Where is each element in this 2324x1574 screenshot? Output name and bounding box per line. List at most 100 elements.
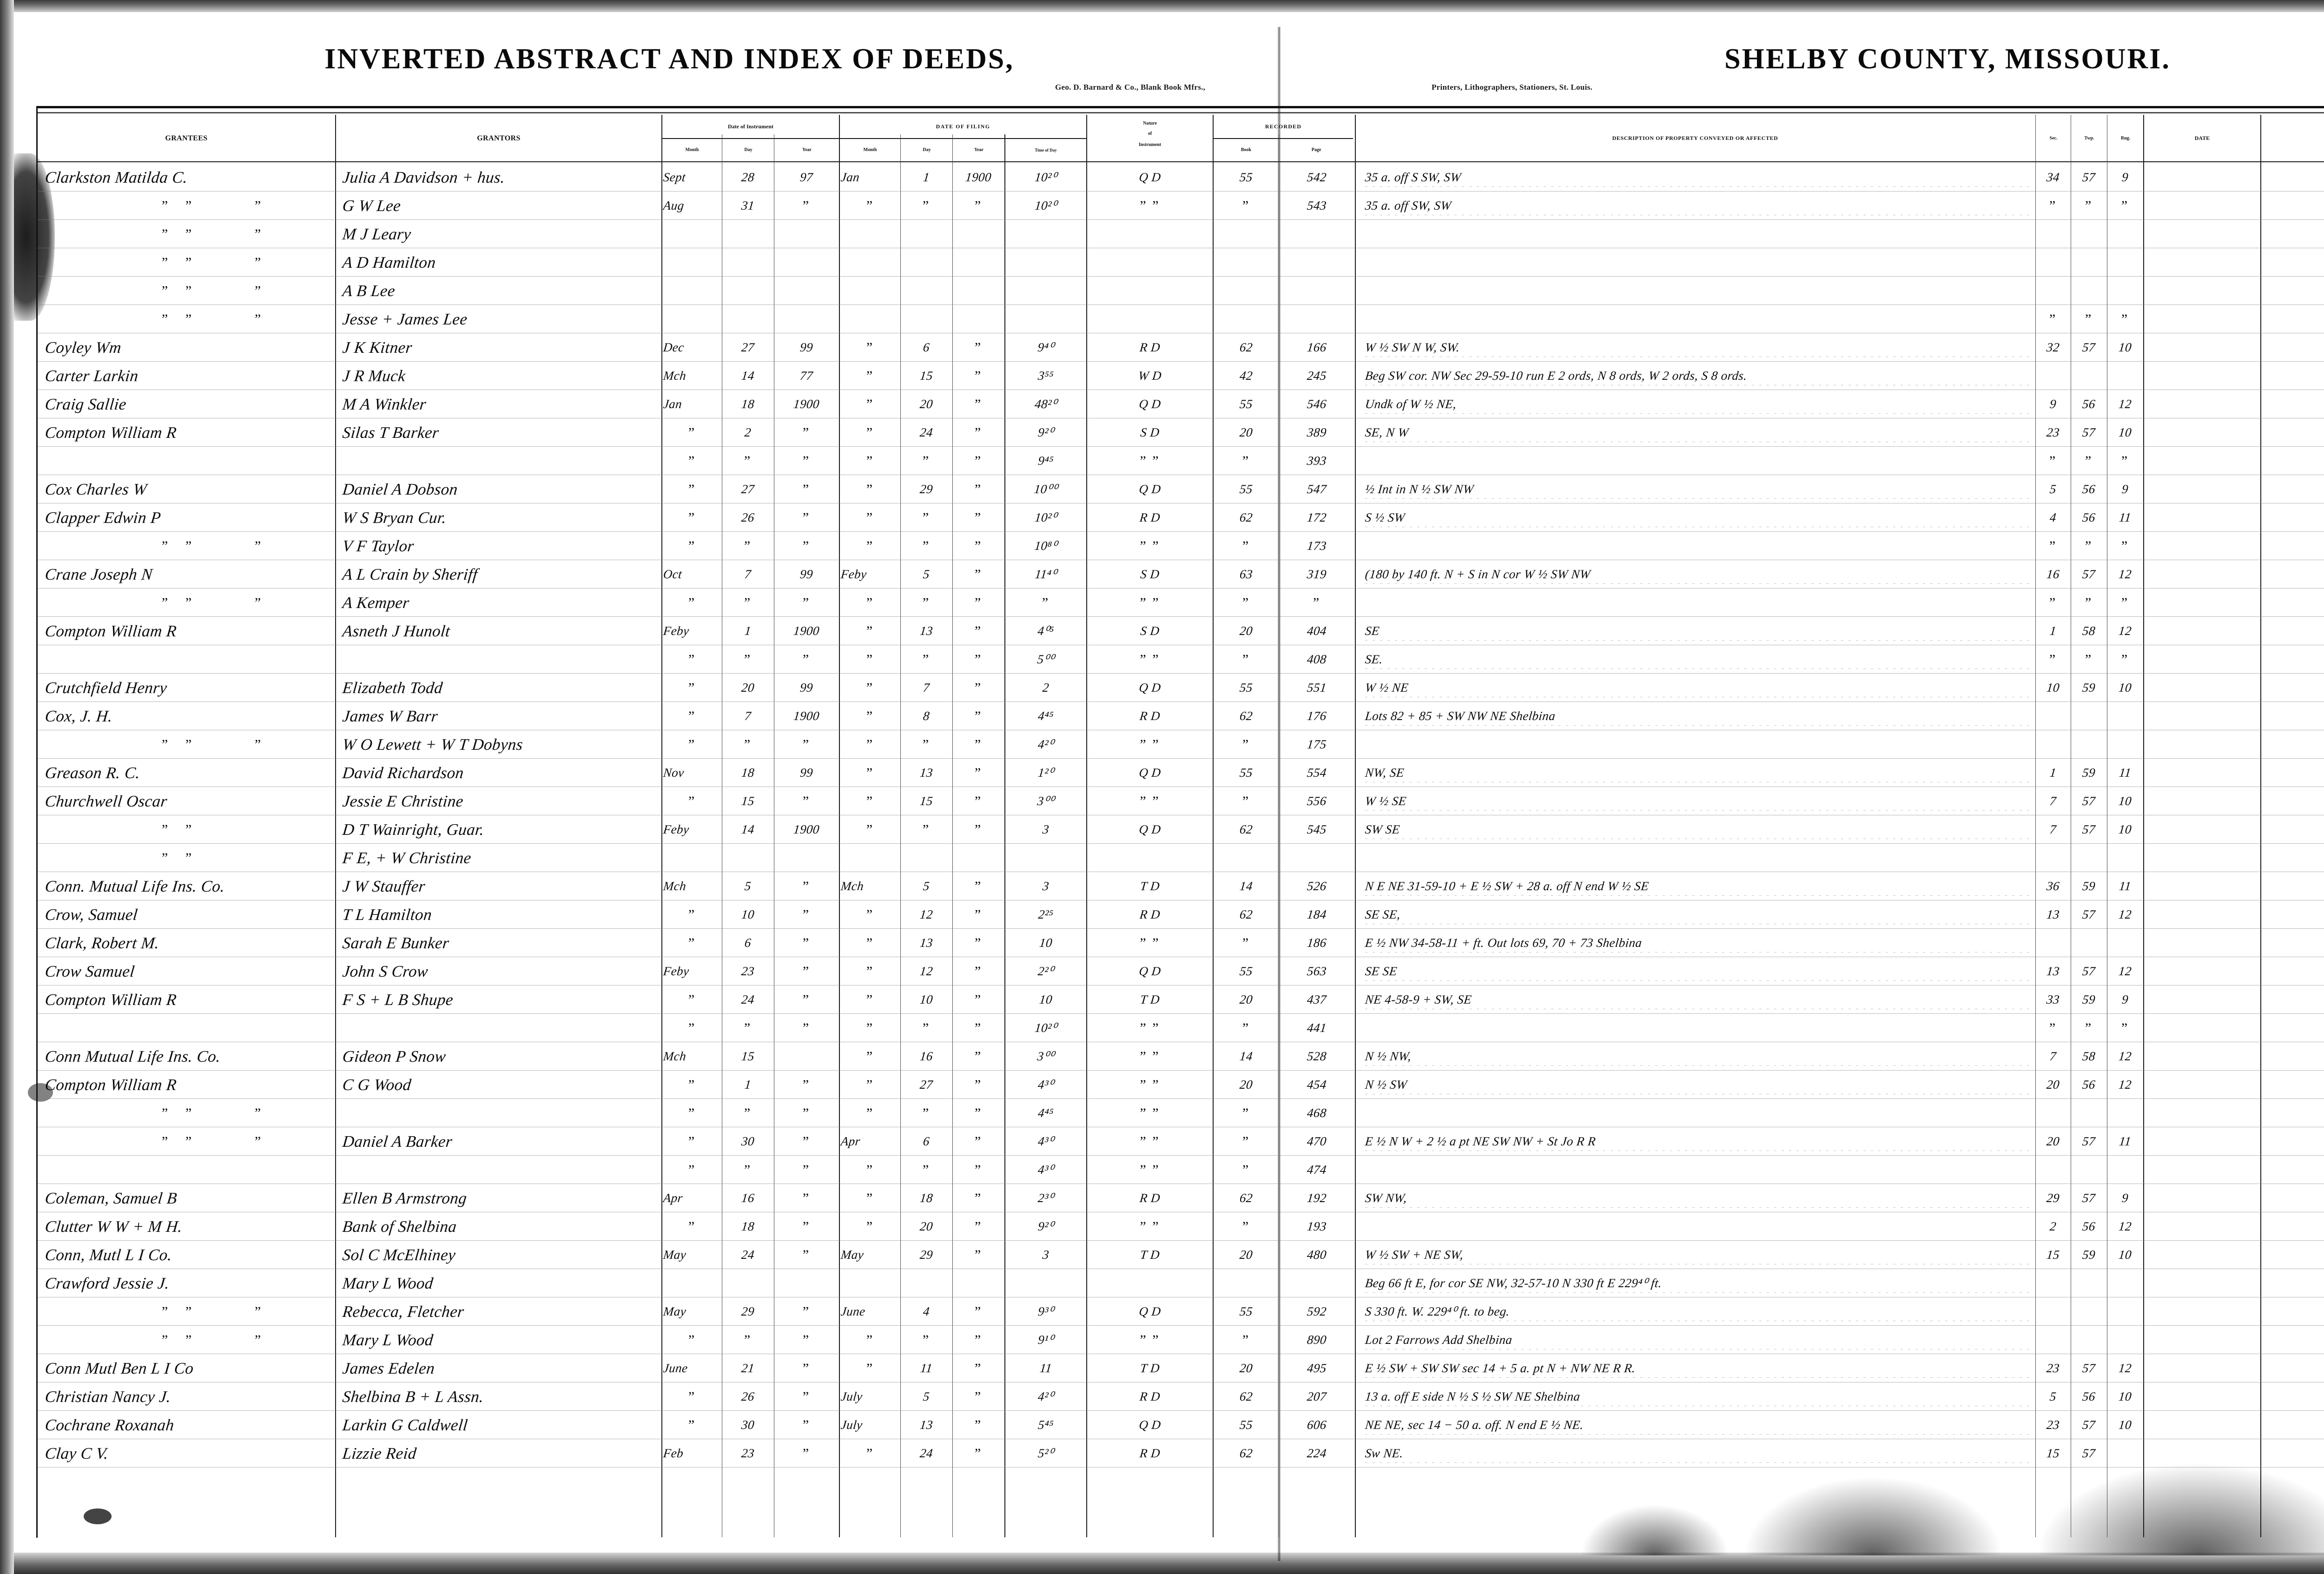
- table-row[interactable]: Christian Nancy J. Shelbina B + L Assn. ” 2…: [38, 1382, 2324, 1411]
- cell-grantee: Compton William R: [44, 1075, 178, 1094]
- table-row[interactable]: ” ” ” ” ” ” 9⁴⁵ ” ” ” 393 ” ” ”: [38, 447, 2324, 475]
- cell-twp: ”: [2085, 198, 2093, 213]
- table-row[interactable]: Cochrane Roxanah Larkin G Caldwell ” 30 ” Jul…: [38, 1411, 2324, 1439]
- table-row[interactable]: ” ” ” ” ” ” ” 4⁴⁵ ” ” ” 468 ” ”: [38, 1099, 2324, 1127]
- table-row[interactable]: Craig Sallie M A Winkler Jan 18 1900 ” 20 ” 48²⁰…: [38, 390, 2324, 418]
- cell-book: ”: [1242, 1332, 1250, 1348]
- table-row[interactable]: Compton William R Asneth J Hunolt Feby 1 190…: [38, 617, 2324, 645]
- cell-rng: 12: [2118, 1049, 2133, 1063]
- cell-y: ”: [802, 1105, 811, 1121]
- cell-grantee-ditto: ”: [161, 254, 170, 270]
- column-header-to-whom-sent: TO WHOM SENT: [2261, 115, 2324, 162]
- table-row[interactable]: ” F E, + W Christine ”: [38, 844, 2324, 872]
- table-row[interactable]: ” Daniel A Barker ” 30 ” Apr 6 ” 4³⁰ ” ” ” 470 E ½ N…: [38, 1127, 2324, 1156]
- table-row[interactable]: Crutchfield Henry Elizabeth Todd ” 20 99 ” 7 ” 2…: [38, 674, 2324, 702]
- cell-nat: W D: [1137, 369, 1162, 383]
- table-row[interactable]: Crow Samuel John S Crow Feby 23 ” ” 12 ” 2²⁰ Q D 5…: [38, 957, 2324, 985]
- cell-y: ”: [802, 1162, 811, 1177]
- table-row[interactable]: Clutter W W + M H. Bank of Shelbina ” 18 ” ” 2…: [38, 1212, 2324, 1241]
- table-row[interactable]: Clapper Edwin P W S Bryan Cur. ” 26 ” ” ” ” 10²⁰…: [38, 503, 2324, 532]
- table-row[interactable]: Crow, Samuel T L Hamilton ” 10 ” ” 12 ” 2²⁵ R D 62…: [38, 900, 2324, 929]
- table-row[interactable]: ” ” ” ” ” ” 4³⁰ ” ” ” 474: [38, 1156, 2324, 1184]
- table-row[interactable]: Clarkston Matilda C. Julia A Davidson + h…: [38, 163, 2324, 192]
- cell-page: 551: [1306, 681, 1327, 694]
- cell-t: 3⁰⁰: [1037, 1049, 1055, 1063]
- cell-fd: 29: [919, 1248, 934, 1262]
- table-row[interactable]: Coyley Wm J K Kitner Dec 27 99 ” 6 ” 9⁴⁰ R D 62 166…: [38, 333, 2324, 362]
- cell-fy: ”: [974, 1077, 983, 1092]
- table-row[interactable]: Greason R. C. David Richardson Nov 18 99 ” 13 ”…: [38, 759, 2324, 787]
- cell-y: ”: [802, 595, 811, 610]
- table-row[interactable]: Compton William R Silas T Barker ” 2 ” ” 24 ” 9²…: [38, 418, 2324, 447]
- table-row[interactable]: Crawford Jessie J. Mary L Wood Beg 66 ft E…: [38, 1269, 2324, 1297]
- cell-fm: ”: [866, 481, 874, 497]
- table-row[interactable]: ” W O Lewett + W T Dobyns ” ” ” ” ” ” 4²⁰ ” ” ” 175…: [38, 730, 2324, 759]
- table-row[interactable]: Churchwell Oscar Jessie E Christine ” 15 ” ” 1…: [38, 787, 2324, 815]
- cell-page: 454: [1306, 1078, 1327, 1091]
- cell-rng: 12: [2118, 567, 2133, 581]
- cell-fd: ”: [922, 1162, 931, 1177]
- cell-grantor: W S Bryan Cur.: [342, 508, 448, 527]
- table-row[interactable]: ” Rebecca, Fletcher May 29 ” June 4 ” 9³⁰ Q D 55 59…: [38, 1297, 2324, 1326]
- cell-grantor: Elizabeth Todd: [342, 678, 444, 697]
- description-leader: [1365, 1297, 2033, 1326]
- cell-page: 393: [1306, 454, 1327, 468]
- cell-fy: ”: [974, 680, 983, 695]
- description-leader: [1365, 1269, 2033, 1297]
- cell-fm: ”: [866, 453, 874, 469]
- table-row[interactable]: ” ” ” ” ” ” 5⁰⁰ ” ” ” 408 SE. ” ” ”: [38, 645, 2324, 674]
- cell-d: 26: [740, 1389, 755, 1403]
- cell-t: 3: [1042, 1248, 1050, 1262]
- cell-rng: 10: [2118, 1389, 2133, 1403]
- column-header-instrument-month: Month: [685, 147, 699, 153]
- table-row[interactable]: Compton William R C G Wood ” 1 ” ” 27 ” 4³⁰ ” ” 20…: [38, 1071, 2324, 1099]
- cell-desc: Lot 2 Farrows Add Shelbina: [1364, 1333, 1513, 1347]
- table-row[interactable]: Carter Larkin J R Muck Mch 14 77 ” 15 ” 3⁵⁵ W D 42…: [38, 362, 2324, 390]
- table-row[interactable]: ” V F Taylor ” ” ” ” ” ” 10⁸⁰ ” ” ” 173 ” ” ” ” ”: [38, 532, 2324, 560]
- ink-smudge: [84, 1508, 112, 1524]
- cell-y: ”: [802, 1417, 811, 1433]
- table-row[interactable]: Clay C V. Lizzie Reid Feb 23 ” ” 24 ” 5²⁰ R D 62 22…: [38, 1439, 2324, 1468]
- page-foxing: [1743, 1476, 2003, 1555]
- cell-rng: 9: [2121, 170, 2129, 184]
- cell-nat: ” ”: [1140, 453, 1160, 469]
- table-row[interactable]: Conn Mutual Life Ins. Co. Gideon P Snow Mc…: [38, 1042, 2324, 1071]
- cell-rng: 12: [2118, 1078, 2133, 1091]
- column-header-recorded: RECORDED: [1265, 123, 1302, 130]
- cell-nat: ” ”: [1140, 1218, 1160, 1234]
- cell-grantee: Compton William R: [44, 990, 178, 1009]
- table-row[interactable]: Conn. Mutual Life Ins. Co. J W Stauffer Mc…: [38, 872, 2324, 900]
- table-row[interactable]: Compton William R F S + L B Shupe ” 24 ” ” 10 ”…: [38, 985, 2324, 1014]
- cell-book: 55: [1239, 1304, 1254, 1318]
- row-rule: [38, 191, 2324, 192]
- cell-nat: ” ”: [1140, 651, 1160, 667]
- cell-twp: 59: [2081, 681, 2096, 694]
- table-row[interactable]: ” M J Leary ” ”: [38, 220, 2324, 248]
- table-row[interactable]: ” ” ” ” ” ” 10²⁰ ” ” ” 441 ” ” ”: [38, 1014, 2324, 1042]
- cell-nat: R D: [1139, 1191, 1161, 1205]
- table-row[interactable]: Crane Joseph N A L Crain by Sheriff Oct 7 99…: [38, 560, 2324, 589]
- table-row[interactable]: ” A B Lee ” ”: [38, 277, 2324, 305]
- cell-grantee: Crawford Jessie J.: [44, 1274, 171, 1292]
- table-row[interactable]: ” G W Lee Aug 31 ” ” ” ” 10²⁰ ” ” ” 543 35 a. off SW…: [38, 192, 2324, 220]
- table-row[interactable]: Conn, Mutl L I Co. Sol C McElhiney May 24 ” M…: [38, 1241, 2324, 1269]
- table-row[interactable]: Cox Charles W Daniel A Dobson ” 27 ” ” 29 ” 10⁰⁰…: [38, 475, 2324, 503]
- cell-d: 20: [740, 681, 755, 694]
- description-leader: [1365, 759, 2033, 787]
- cell-m: ”: [688, 680, 696, 695]
- cell-t: 10⁸⁰: [1034, 539, 1058, 553]
- table-row[interactable]: Cox, J. H. James W Barr ” 7 1900 ” 8 ” 4⁴⁵ R D 62 1…: [38, 702, 2324, 730]
- cell-rng: 10: [2118, 425, 2133, 439]
- table-row[interactable]: ” Jesse + James Lee ” ” ” ” ”: [38, 305, 2324, 333]
- cell-fy: ”: [974, 708, 983, 724]
- cell-d: 18: [740, 397, 755, 411]
- table-row[interactable]: Conn Mutl Ben L I Co James Edelen June 21 ” ”…: [38, 1354, 2324, 1382]
- table-row[interactable]: ” A D Hamilton ” ”: [38, 248, 2324, 277]
- table-row[interactable]: ” Mary L Wood ” ” ” ” ” ” 9¹⁰ ” ” ” 890 Lot 2 Farrow…: [38, 1326, 2324, 1354]
- table-row[interactable]: ” A Kemper ” ” ” ” ” ” ” ” ” ” ” ” ” ” ” ”: [38, 589, 2324, 617]
- table-row[interactable]: Coleman, Samuel B Ellen B Armstrong Apr 16 ”…: [38, 1184, 2324, 1212]
- cell-y: ”: [802, 1303, 811, 1319]
- table-row[interactable]: Clark, Robert M. Sarah E Bunker ” 6 ” ” 13 ” 10 ”…: [38, 929, 2324, 957]
- table-row[interactable]: ” D T Wainright, Guar. Feby 14 1900 ” ” ” 3 Q D 62…: [38, 815, 2324, 844]
- cell-fy: ”: [974, 538, 983, 554]
